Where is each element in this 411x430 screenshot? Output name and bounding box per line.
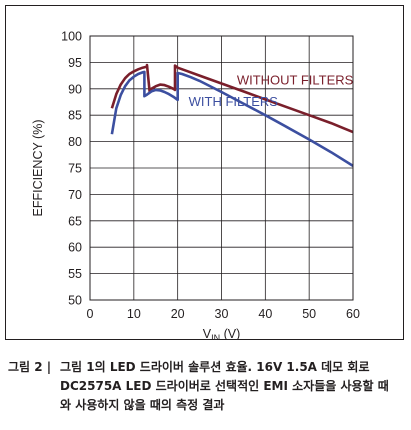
x-tick-label: 30 <box>215 307 229 321</box>
series-lines <box>110 63 354 168</box>
figure-caption: 그림 2 | 그림 1의 LED 드라이버 솔루션 효율. 16V 1.5A 데모… <box>8 358 403 415</box>
x-axis-title-subscript: IN <box>211 333 220 339</box>
series-line-with-filters <box>110 70 354 168</box>
tick-labels: 50 55 60 65 70 75 80 85 90 95 100 0 10 20 30 40 50 60 <box>61 30 360 322</box>
y-tick-label: 100 <box>61 30 82 44</box>
x-tick-label: 20 <box>171 307 185 321</box>
x-tick-label: 40 <box>258 307 272 321</box>
y-tick-label: 70 <box>68 188 82 202</box>
series-label-with-filters: WITH FILTERS <box>189 94 279 109</box>
y-tick-label: 55 <box>68 267 82 281</box>
series-label-without-filters: WITHOUT FILTERS <box>237 73 354 88</box>
efficiency-chart: 50 55 60 65 70 75 80 85 90 95 100 0 10 20 30 40 50 60 EFF… <box>31 30 360 340</box>
y-tick-label: 65 <box>68 214 82 228</box>
y-tick-label: 85 <box>68 109 82 123</box>
y-tick-label: 90 <box>68 82 82 96</box>
y-tick-label: 50 <box>68 294 82 308</box>
y-tick-label: 95 <box>68 56 82 70</box>
y-tick-label: 60 <box>68 241 82 255</box>
x-axis-title-main: V <box>203 327 212 339</box>
x-axis-title: VIN (V) <box>203 327 240 339</box>
series-line-without-filters <box>110 63 354 134</box>
x-tick-label: 60 <box>346 307 360 321</box>
plot-area-border <box>89 35 354 301</box>
y-tick-label: 75 <box>68 162 82 176</box>
x-tick-label: 0 <box>87 307 94 321</box>
x-tick-label: 50 <box>302 307 316 321</box>
figure-frame: 50 55 60 65 70 75 80 85 90 95 100 0 10 20 30 40 50 60 EFF… <box>5 5 404 340</box>
y-tick-label: 80 <box>68 135 82 149</box>
y-axis-title: EFFICIENCY (%) <box>31 120 45 217</box>
caption-label: 그림 2 | <box>8 360 52 374</box>
x-tick-label: 10 <box>127 307 141 321</box>
x-axis-title-unit: (V) <box>220 327 240 339</box>
caption-body: 그림 1의 LED 드라이버 솔루션 효율. 16V 1.5A 데모 회로 DC… <box>60 360 389 412</box>
